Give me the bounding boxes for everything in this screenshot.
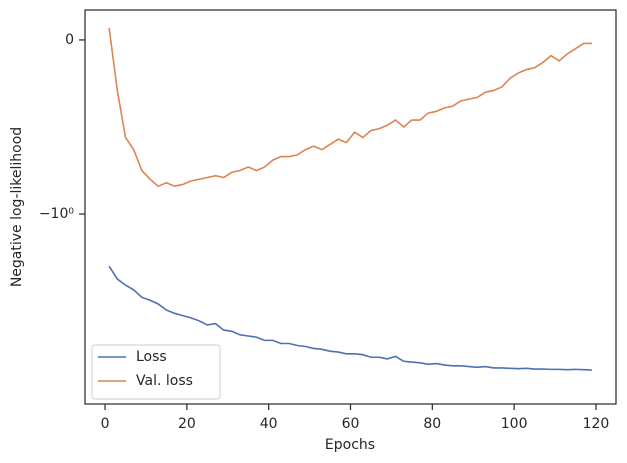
x-tick-label: 0 xyxy=(101,416,110,432)
x-tick-label: 80 xyxy=(423,416,441,432)
legend-label: Val. loss xyxy=(136,373,193,389)
series-line xyxy=(108,265,592,371)
x-tick-label: 20 xyxy=(178,416,196,432)
x-axis-label: Epochs xyxy=(325,437,375,453)
x-tick-label: 120 xyxy=(583,416,610,432)
series-line xyxy=(108,27,592,188)
y-axis-label: Negative log-likelihood xyxy=(9,127,25,287)
y-tick-label: −10⁰ xyxy=(39,206,75,222)
y-tick-label: 0 xyxy=(65,32,74,48)
x-tick-label: 100 xyxy=(501,416,528,432)
legend-label: Loss xyxy=(136,349,167,365)
plot-frame xyxy=(84,9,617,405)
x-tick-label: 40 xyxy=(260,416,278,432)
legend-box xyxy=(91,344,221,400)
x-tick-label: 60 xyxy=(342,416,360,432)
